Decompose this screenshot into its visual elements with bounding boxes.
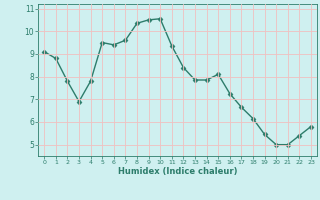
X-axis label: Humidex (Indice chaleur): Humidex (Indice chaleur) [118, 167, 237, 176]
